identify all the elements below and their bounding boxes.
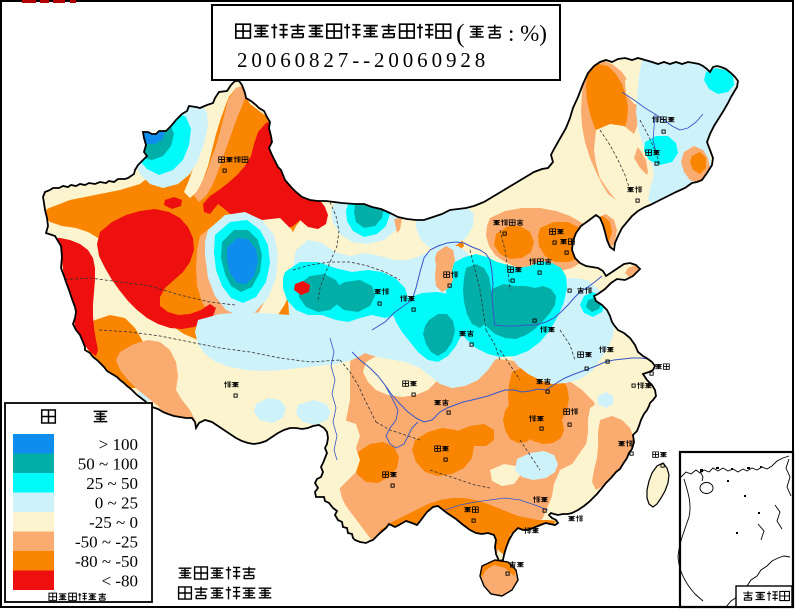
svg-text:-25 ~ 0: -25 ~ 0 <box>89 513 138 532</box>
svg-text:< -80: < -80 <box>102 572 139 591</box>
svg-text:50 ~ 100: 50 ~ 100 <box>78 455 138 474</box>
svg-text:: %): : %) <box>508 21 547 46</box>
svg-text:25 ~ 50: 25 ~ 50 <box>86 474 138 493</box>
svg-text:0 ~ 25: 0 ~ 25 <box>95 494 138 513</box>
svg-text:(: ( <box>456 19 465 48</box>
svg-text:20060827--20060928: 20060827--20060928 <box>237 48 489 72</box>
svg-text:> 100: > 100 <box>99 435 138 454</box>
svg-text:-80 ~ -50: -80 ~ -50 <box>75 552 138 571</box>
svg-text:-50 ~ -25: -50 ~ -25 <box>75 533 138 552</box>
